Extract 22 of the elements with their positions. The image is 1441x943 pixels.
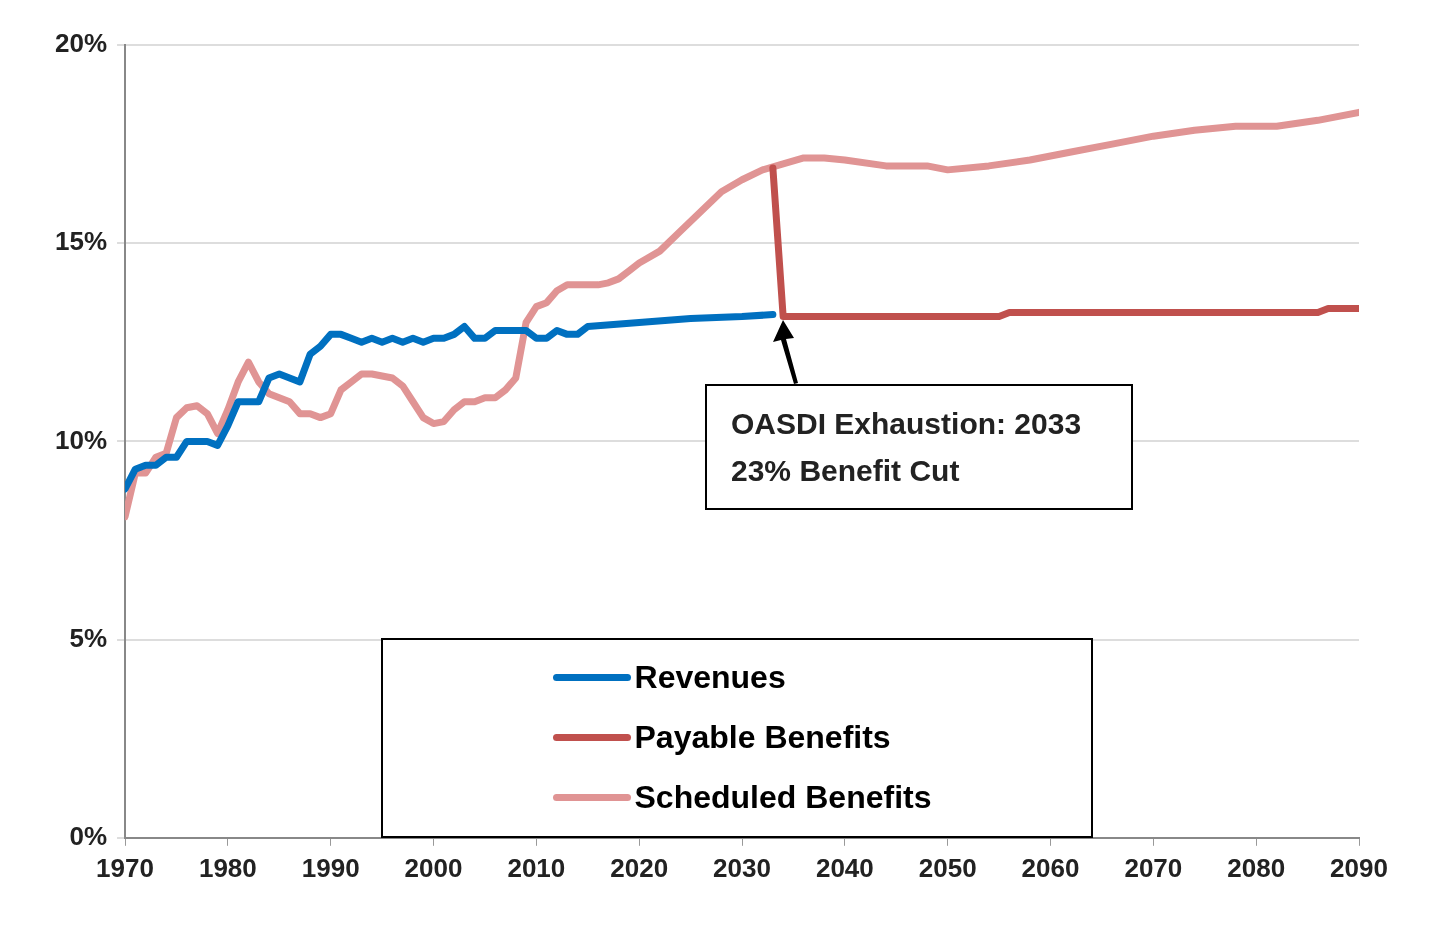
x-tick-label: 2030 [713,852,771,883]
y-tick-label: 10% [54,424,108,455]
x-tick-label: 2060 [1021,852,1080,883]
annotation: OASDI Exhaustion: 2033 23% Benefit Cut [705,384,1134,511]
x-tick-label: 2080 [1227,852,1286,883]
y-tick-label: 15% [54,226,108,257]
x-tick-label: 2010 [507,852,566,883]
x-tick-label: 2040 [815,852,874,883]
x-tick-label: 2020 [610,852,669,883]
x-tick-label: 2090 [1330,852,1388,883]
y-tick-label: 0% [69,820,108,851]
y-tick-label: 20% [54,28,108,59]
legend-label: Payable Benefits [634,719,891,757]
x-tick-label: 2050 [918,852,977,883]
x-tick-label: 1990 [301,852,360,883]
x-tick-label: 1970 [96,852,154,883]
x-tick-label: 1980 [198,852,257,883]
y-tick-label: 5% [69,622,108,653]
x-tick-label: 2070 [1124,852,1183,883]
legend-label: Revenues [634,659,786,697]
legend-label: Scheduled Benefits [634,779,932,817]
x-tick-label: 2000 [404,852,463,883]
